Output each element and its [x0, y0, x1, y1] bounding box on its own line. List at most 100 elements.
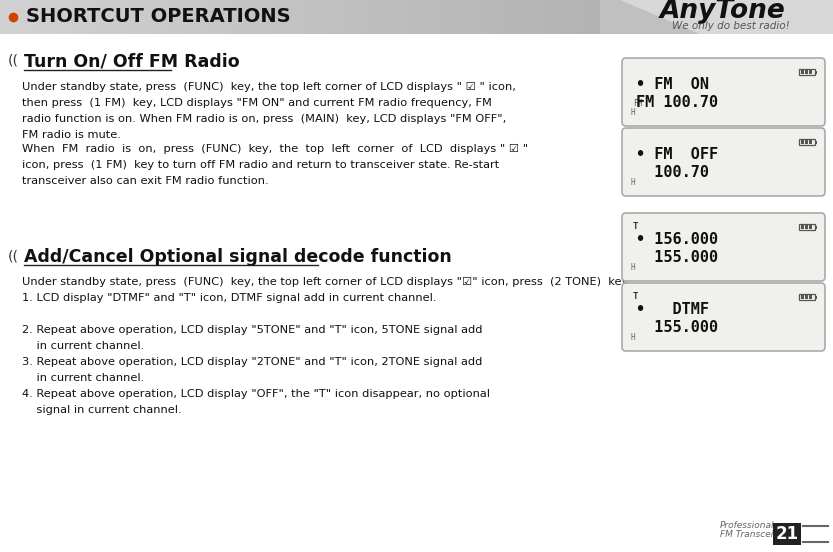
Text: 100.70: 100.70 [636, 164, 709, 180]
FancyBboxPatch shape [50, 0, 51, 34]
FancyBboxPatch shape [301, 0, 302, 34]
FancyBboxPatch shape [199, 0, 200, 34]
FancyBboxPatch shape [239, 0, 240, 34]
FancyBboxPatch shape [276, 0, 277, 34]
FancyBboxPatch shape [801, 140, 804, 144]
FancyBboxPatch shape [164, 0, 165, 34]
FancyBboxPatch shape [314, 0, 315, 34]
FancyBboxPatch shape [304, 0, 305, 34]
FancyBboxPatch shape [359, 0, 360, 34]
FancyBboxPatch shape [475, 0, 476, 34]
FancyBboxPatch shape [580, 0, 581, 34]
FancyBboxPatch shape [168, 0, 169, 34]
FancyBboxPatch shape [229, 0, 230, 34]
FancyBboxPatch shape [167, 0, 168, 34]
FancyBboxPatch shape [99, 0, 100, 34]
FancyBboxPatch shape [127, 0, 128, 34]
FancyBboxPatch shape [108, 0, 109, 34]
FancyBboxPatch shape [115, 0, 116, 34]
FancyBboxPatch shape [562, 0, 563, 34]
FancyBboxPatch shape [32, 0, 33, 34]
FancyBboxPatch shape [85, 0, 86, 34]
FancyBboxPatch shape [479, 0, 480, 34]
FancyBboxPatch shape [351, 0, 352, 34]
FancyBboxPatch shape [361, 0, 362, 34]
FancyBboxPatch shape [295, 0, 296, 34]
FancyBboxPatch shape [293, 0, 294, 34]
FancyBboxPatch shape [200, 0, 201, 34]
FancyBboxPatch shape [429, 0, 430, 34]
FancyBboxPatch shape [198, 0, 199, 34]
FancyBboxPatch shape [340, 0, 341, 34]
FancyBboxPatch shape [450, 0, 451, 34]
FancyBboxPatch shape [197, 0, 198, 34]
FancyBboxPatch shape [591, 0, 592, 34]
FancyBboxPatch shape [52, 0, 53, 34]
FancyBboxPatch shape [522, 0, 523, 34]
FancyBboxPatch shape [399, 0, 400, 34]
FancyBboxPatch shape [246, 0, 247, 34]
FancyBboxPatch shape [160, 0, 161, 34]
FancyBboxPatch shape [809, 140, 812, 144]
FancyBboxPatch shape [425, 0, 426, 34]
FancyBboxPatch shape [536, 0, 537, 34]
FancyBboxPatch shape [524, 0, 525, 34]
FancyBboxPatch shape [566, 0, 567, 34]
FancyBboxPatch shape [243, 0, 244, 34]
FancyBboxPatch shape [62, 0, 63, 34]
FancyBboxPatch shape [209, 0, 210, 34]
FancyBboxPatch shape [63, 0, 64, 34]
FancyBboxPatch shape [153, 0, 154, 34]
FancyBboxPatch shape [135, 0, 136, 34]
Text: 21: 21 [776, 525, 799, 543]
FancyBboxPatch shape [154, 0, 155, 34]
FancyBboxPatch shape [274, 0, 275, 34]
FancyBboxPatch shape [578, 0, 579, 34]
FancyBboxPatch shape [331, 0, 332, 34]
FancyBboxPatch shape [67, 0, 68, 34]
FancyBboxPatch shape [412, 0, 413, 34]
FancyBboxPatch shape [488, 0, 489, 34]
FancyBboxPatch shape [510, 0, 511, 34]
FancyBboxPatch shape [249, 0, 250, 34]
FancyBboxPatch shape [272, 0, 273, 34]
FancyBboxPatch shape [515, 0, 516, 34]
FancyBboxPatch shape [104, 0, 105, 34]
Text: ((: (( [8, 249, 19, 263]
FancyBboxPatch shape [567, 0, 568, 34]
FancyBboxPatch shape [415, 0, 416, 34]
FancyBboxPatch shape [590, 0, 591, 34]
FancyBboxPatch shape [14, 0, 15, 34]
FancyBboxPatch shape [398, 0, 399, 34]
FancyBboxPatch shape [456, 0, 457, 34]
FancyBboxPatch shape [446, 0, 447, 34]
FancyBboxPatch shape [334, 0, 335, 34]
FancyBboxPatch shape [70, 0, 71, 34]
FancyBboxPatch shape [205, 0, 206, 34]
FancyBboxPatch shape [362, 0, 363, 34]
FancyBboxPatch shape [271, 0, 272, 34]
FancyBboxPatch shape [537, 0, 538, 34]
FancyBboxPatch shape [428, 0, 429, 34]
FancyBboxPatch shape [37, 0, 38, 34]
FancyBboxPatch shape [26, 0, 27, 34]
FancyBboxPatch shape [404, 0, 405, 34]
FancyBboxPatch shape [420, 0, 421, 34]
FancyBboxPatch shape [220, 0, 221, 34]
FancyBboxPatch shape [147, 0, 148, 34]
FancyBboxPatch shape [248, 0, 249, 34]
FancyBboxPatch shape [595, 0, 596, 34]
Text: signal in current channel.: signal in current channel. [22, 405, 182, 415]
FancyBboxPatch shape [42, 0, 43, 34]
FancyBboxPatch shape [554, 0, 555, 34]
FancyBboxPatch shape [91, 0, 92, 34]
FancyBboxPatch shape [132, 0, 133, 34]
Text: 155.000: 155.000 [636, 320, 718, 335]
FancyBboxPatch shape [78, 0, 79, 34]
FancyBboxPatch shape [17, 0, 18, 34]
FancyBboxPatch shape [33, 0, 34, 34]
FancyBboxPatch shape [163, 0, 164, 34]
FancyBboxPatch shape [505, 0, 506, 34]
FancyBboxPatch shape [347, 0, 348, 34]
FancyBboxPatch shape [245, 0, 246, 34]
